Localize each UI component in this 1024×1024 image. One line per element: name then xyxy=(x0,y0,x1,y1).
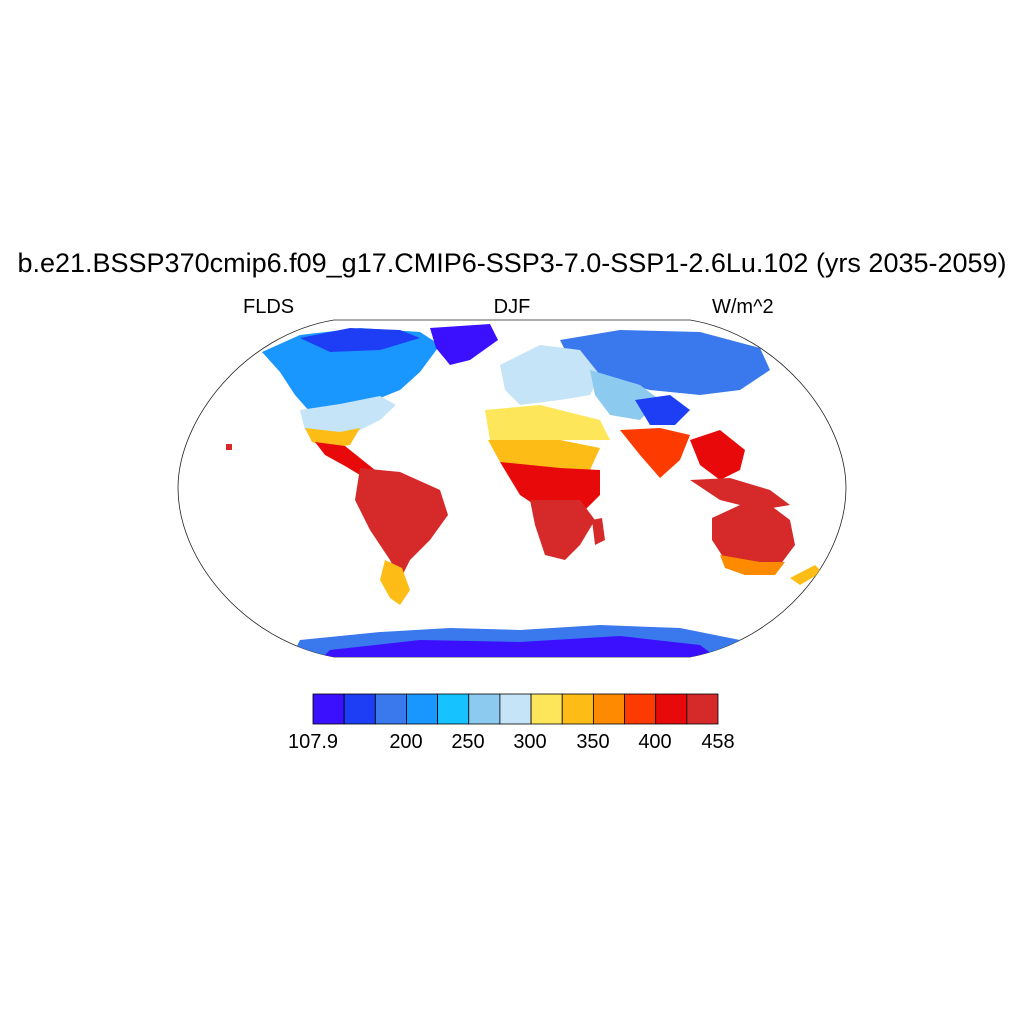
region-north-america-arctic xyxy=(300,328,420,352)
region-new-zealand xyxy=(790,565,822,585)
colorbar-box-3 xyxy=(406,693,439,725)
colorbar-tick-label: 400 xyxy=(638,731,672,753)
colorbar-box-4 xyxy=(437,693,470,725)
colorbar-box-7 xyxy=(530,693,563,725)
season-label: DJF xyxy=(493,296,531,318)
colorbar-tick-label: 300 xyxy=(513,731,547,753)
region-greenland xyxy=(430,324,498,365)
region-india xyxy=(620,428,690,478)
region-australia xyxy=(712,505,795,565)
colorbar-tick-label: 458 xyxy=(701,731,735,753)
region-europe xyxy=(500,345,600,405)
colorbar-box-0 xyxy=(312,693,345,725)
colorbar-tick-label: 250 xyxy=(451,731,485,753)
region-indonesia xyxy=(690,478,790,510)
colorbar-box-9 xyxy=(592,693,625,725)
plot-title: b.e21.BSSP370cmip6.f09_g17.CMIP6-SSP3-7.… xyxy=(17,248,1007,278)
colorbar-tick-label: 350 xyxy=(576,731,610,753)
variable-label: FLDS xyxy=(243,296,295,318)
colorbar-tick-label: 200 xyxy=(389,731,423,753)
colorbar-box-1 xyxy=(343,693,376,725)
colorbar-box-11 xyxy=(655,693,688,725)
region-north-africa xyxy=(485,405,610,445)
region-usa xyxy=(300,396,396,438)
region-southern-africa xyxy=(530,500,595,560)
region-madagascar xyxy=(592,518,605,545)
colorbar-box-12 xyxy=(686,693,719,725)
region-southeast-asia xyxy=(690,430,745,480)
land-fill-group xyxy=(226,324,822,657)
region-canada xyxy=(262,328,440,412)
colorbar-box-10 xyxy=(624,693,657,725)
colorbar-tick-label: 107.9 xyxy=(287,731,339,753)
colorbar-box-2 xyxy=(374,693,407,725)
colorbar-box-6 xyxy=(499,693,532,725)
region-south-america xyxy=(355,468,448,580)
colorbar-box-5 xyxy=(468,693,501,725)
region-antarctica-interior xyxy=(320,636,720,657)
region-patagonia xyxy=(380,560,410,605)
colorbar-box-8 xyxy=(561,693,594,725)
region-australia-south xyxy=(720,555,785,575)
region-sahel xyxy=(488,440,600,470)
region-hawaii xyxy=(226,444,232,450)
units-label: W/m^2 xyxy=(712,296,774,318)
region-tibet xyxy=(635,395,690,425)
